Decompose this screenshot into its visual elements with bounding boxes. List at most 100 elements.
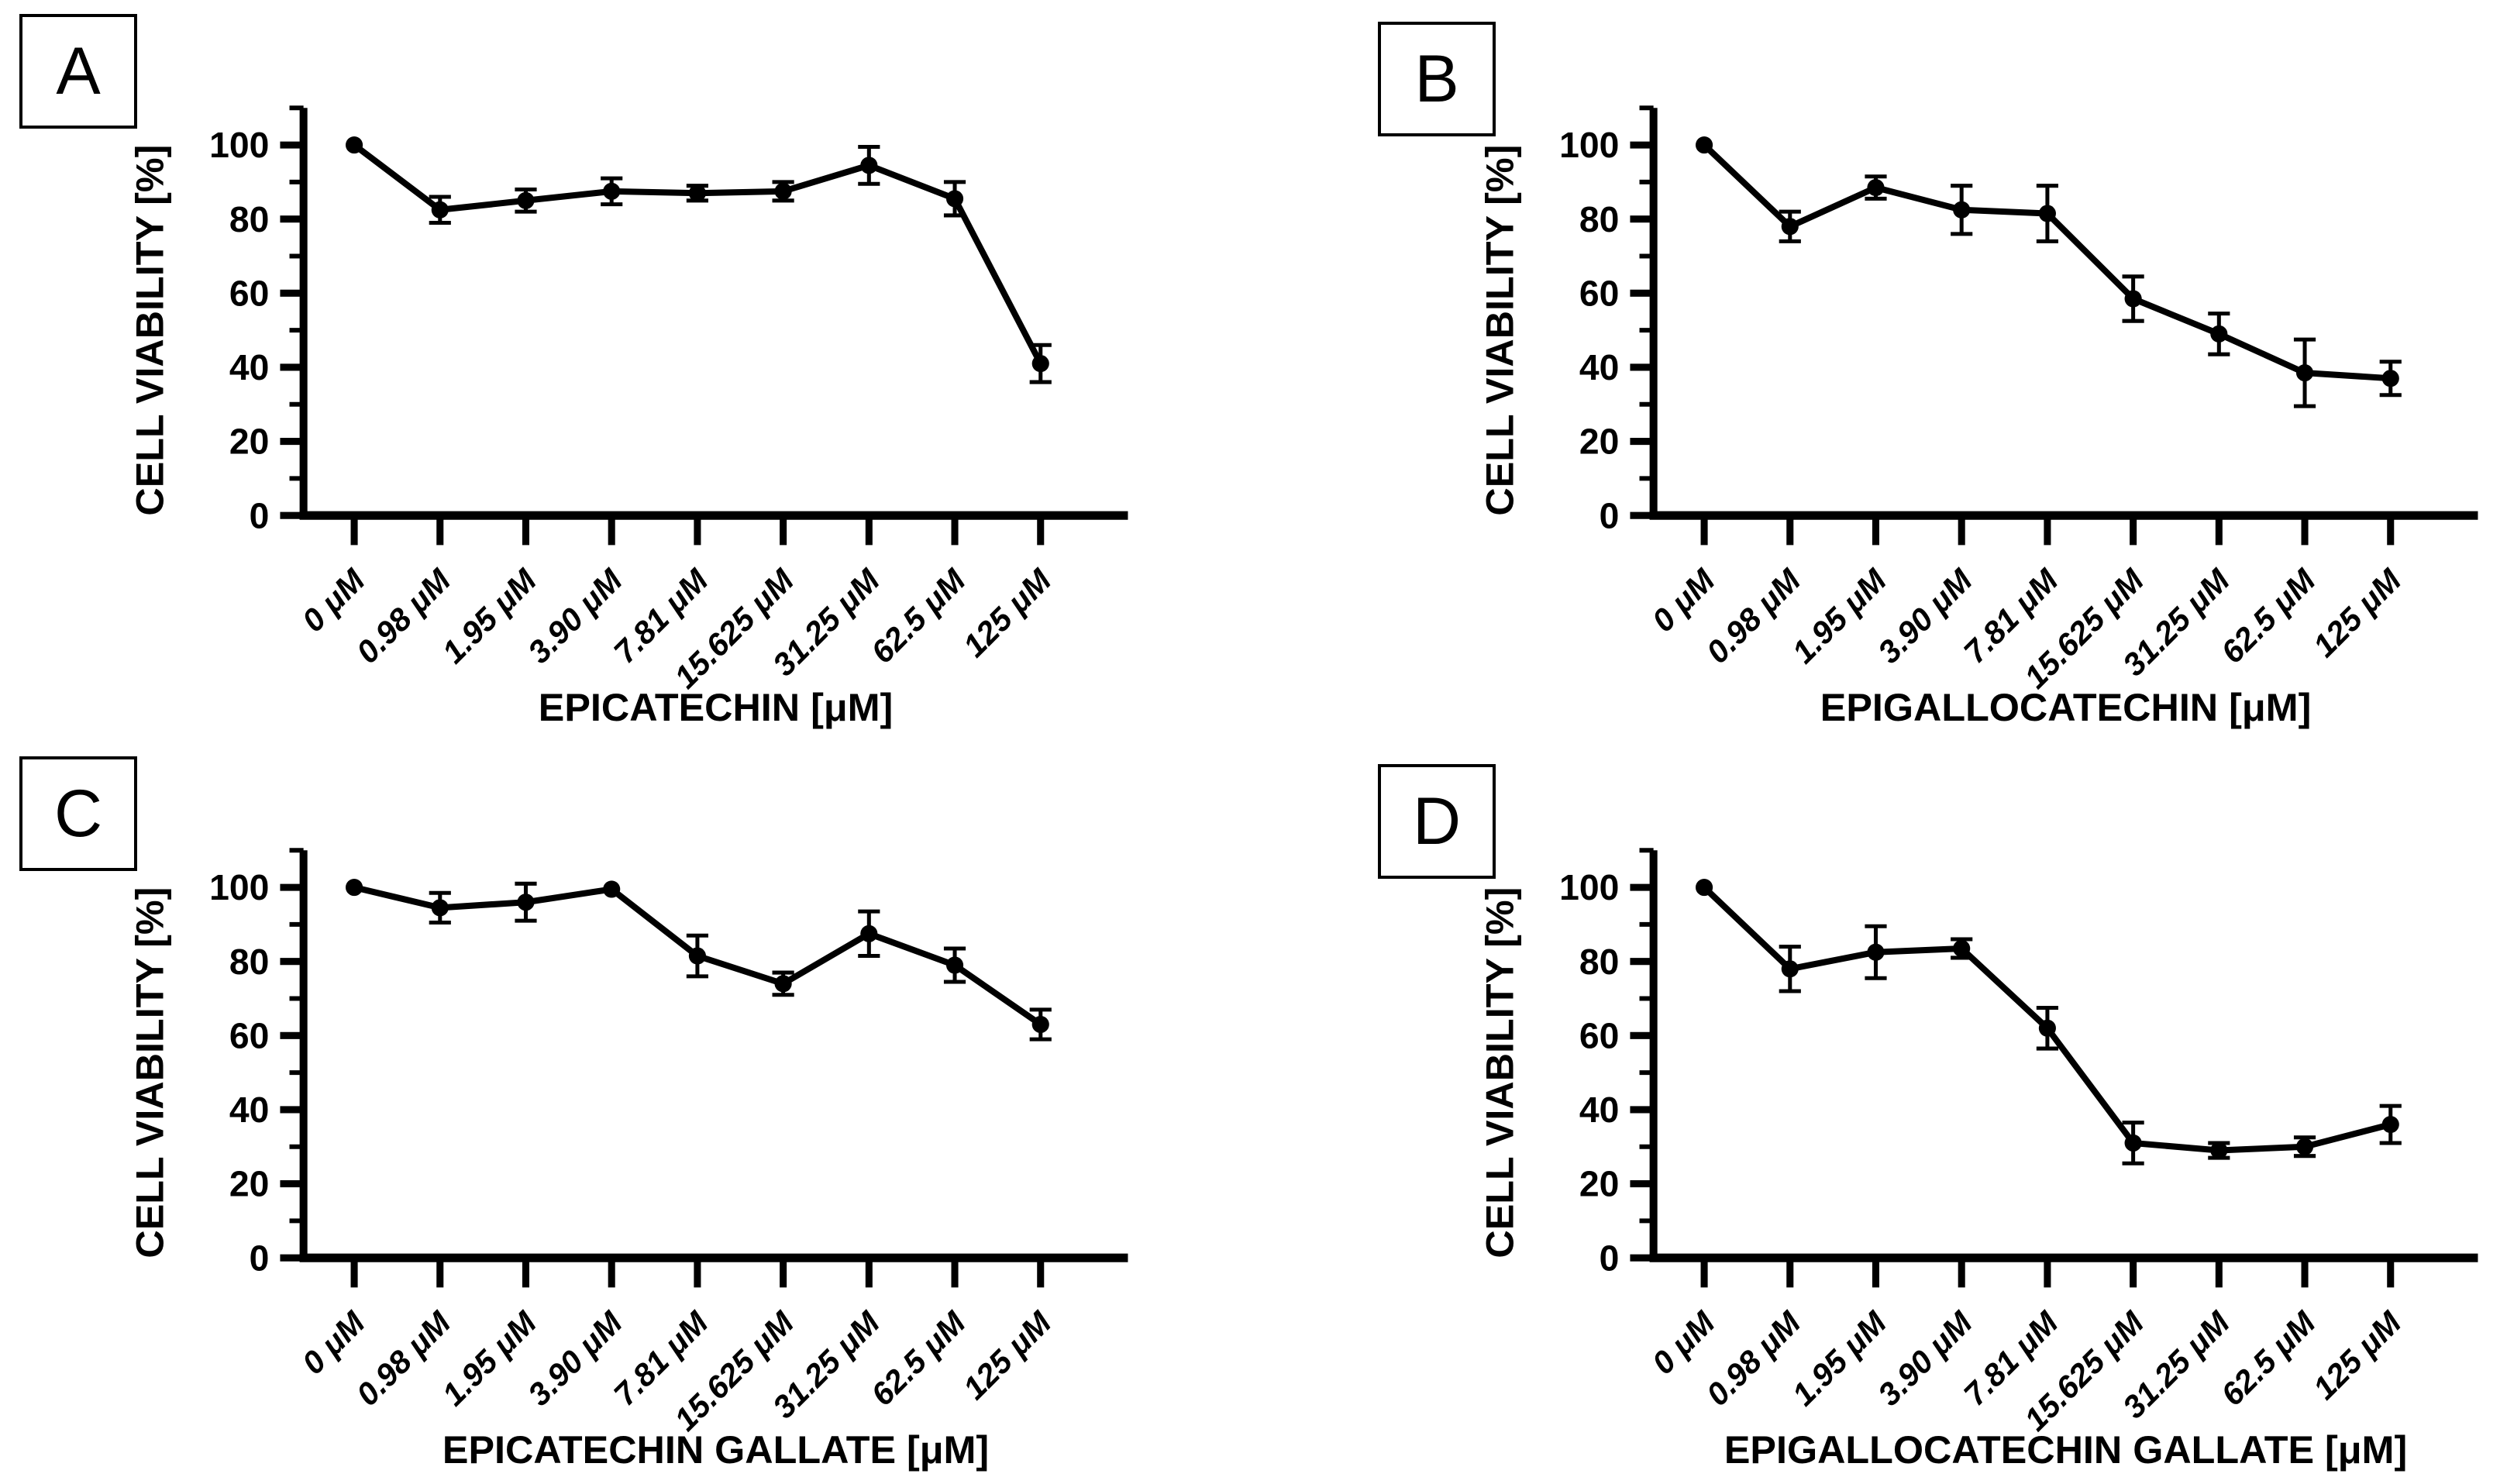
y-tick-label: 80 [229,199,269,239]
y-tick-label: 20 [1579,1164,1619,1204]
x-tick-label: 1.95 μM [436,1303,544,1412]
data-point [2210,1141,2228,1159]
panel-label: B [1414,42,1459,116]
y-tick-label: 80 [229,942,269,982]
x-tick-label: 1.95 μM [436,561,544,670]
data-point [431,201,449,219]
data-point [517,191,535,209]
panel-epicatechin: A 0 20 40 60 80 100 CELL VIABILITY [%] 0 μM 0.98… [0,0,1253,742]
data-point [1031,1015,1049,1034]
x-axis-title: EPICATECHIN GALLATE [μM] [443,1427,989,1472]
x-tick-label: 0 μM [295,561,373,639]
x-axis-title: EPIGALLOCATECHIN GALLATE [μM] [1724,1427,2407,1472]
y-tick-label: 80 [1579,942,1619,982]
data-point [2210,325,2228,343]
data-point [1695,136,1713,154]
y-axis-title: CELL VIABILITY [%] [127,145,171,516]
data-point [2381,1115,2399,1134]
x-tick-label: 0.98 μM [350,561,458,670]
y-tick-label: 100 [1559,125,1619,165]
data-point [603,880,621,898]
x-tick-label: 3.90 μM [521,561,629,670]
chart-epicatechin-gallate: 0 20 40 60 80 100 CELL VIABILITY [%] 0 μM 0.98 μ… [3,755,1173,1480]
data-point [2038,205,2056,222]
data-point [345,879,363,897]
y-axis-title: CELL VIABILITY [%] [1477,887,1521,1258]
data-point [2381,370,2399,387]
data-point [2295,1138,2314,1155]
x-tick-label: 3.90 μM [521,1303,629,1412]
y-tick-label: 100 [209,125,269,165]
data-point [1781,960,1799,978]
x-tick-label: 0.98 μM [350,1303,458,1412]
data-point [431,899,449,917]
y-tick-label: 60 [1579,273,1619,313]
y-tick-label: 20 [1579,422,1619,462]
data-point [2038,1019,2056,1037]
panel-label: C [53,776,103,851]
x-tick-label: 125 μM [956,1303,1059,1406]
data-point [688,947,706,965]
x-tick-label: 0 μM [295,1303,373,1381]
x-tick-label: 0 μM [1645,1303,1723,1381]
data-point [1953,201,1971,219]
x-tick-label: 62.5 μM [864,1303,973,1412]
x-tick-label: 3.90 μM [1871,1303,1979,1412]
data-point [860,157,878,174]
y-tick-label: 60 [229,1015,269,1055]
y-tick-label: 20 [229,1164,269,1204]
x-tick-label: 62.5 μM [2214,1303,2323,1412]
chart-epigallocatechin-gallate: 0 20 40 60 80 100 CELL VIABILITY [%] 0 μM 0.98 μ… [1353,755,2507,1480]
data-point [1695,879,1713,897]
panel-label-box-b: B [1378,22,1496,136]
data-point [2124,1134,2142,1152]
data-point [345,136,363,154]
data-point [2295,364,2314,382]
x-tick-label: 1.95 μM [1786,561,1894,670]
y-tick-label: 20 [229,422,269,462]
y-axis-title: CELL VIABILITY [%] [127,887,171,1258]
x-tick-label: 62.5 μM [864,561,973,670]
data-point [603,182,621,200]
y-tick-label: 60 [1579,1015,1619,1055]
data-point [945,190,964,208]
data-point [774,182,792,200]
data-point [1031,355,1049,373]
y-tick-label: 80 [1579,199,1619,239]
panel-epicatechin-gallate: C 0 20 40 60 80 100 CELL VIABILITY [%] 0 μM 0.98… [0,742,1253,1484]
data-point [2124,290,2142,308]
chart-epigallocatechin: 0 20 40 60 80 100 CELL VIABILITY [%] 0 μM 0.98 μ… [1353,12,2507,738]
y-tick-label: 100 [209,867,269,907]
x-tick-label: 62.5 μM [2214,561,2323,670]
data-point [1953,939,1971,958]
chart-svg-B: 0 20 40 60 80 100 CELL VIABILITY [%] 0 μM0.98 μ… [1477,105,2478,729]
data-point [517,893,535,911]
chart-svg-A: 0 20 40 60 80 100 CELL VIABILITY [%] 0 μM0.98 μ… [127,105,1128,729]
chart-epicatechin: 0 20 40 60 80 100 CELL VIABILITY [%] 0 μM 0.98 μ… [3,12,1173,738]
data-point [945,956,964,974]
x-tick-label: 125 μM [956,561,1059,663]
y-tick-label: 0 [1600,495,1620,535]
panel-epigallocatechin-gallate: D 0 20 40 60 80 100 CELL VIABILITY [%] 0 μM 0.98… [1254,742,2507,1484]
chart-svg-D: 0 20 40 60 80 100 CELL VIABILITY [%] 0 μM0.98 μ… [1477,848,2478,1472]
x-axis-title: EPIGALLOCATECHIN [μM] [1820,685,2312,729]
y-tick-label: 40 [229,347,269,387]
y-axis-title: CELL VIABILITY [%] [1477,145,1521,516]
x-tick-label: 0 μM [1645,561,1723,639]
panel-label-box-a: A [19,14,137,129]
y-tick-label: 40 [1579,1090,1619,1130]
data-point [860,924,878,942]
panel-epigallocatechin: B 0 20 40 60 80 100 CELL VIABILITY [%] 0 μM 0.98… [1254,0,2507,742]
y-tick-label: 40 [229,1090,269,1130]
x-tick-label: 125 μM [2306,1303,2409,1406]
y-tick-label: 0 [250,1238,270,1278]
series-line [352,142,1044,366]
data-point [1781,218,1799,236]
x-tick-label: 125 μM [2306,561,2409,663]
y-tick-label: 0 [250,495,270,535]
x-tick-label: 3.90 μM [1871,561,1979,670]
y-tick-label: 60 [229,273,269,313]
data-point [774,975,792,993]
y-tick-label: 0 [1600,1238,1620,1278]
data-point [688,184,706,202]
